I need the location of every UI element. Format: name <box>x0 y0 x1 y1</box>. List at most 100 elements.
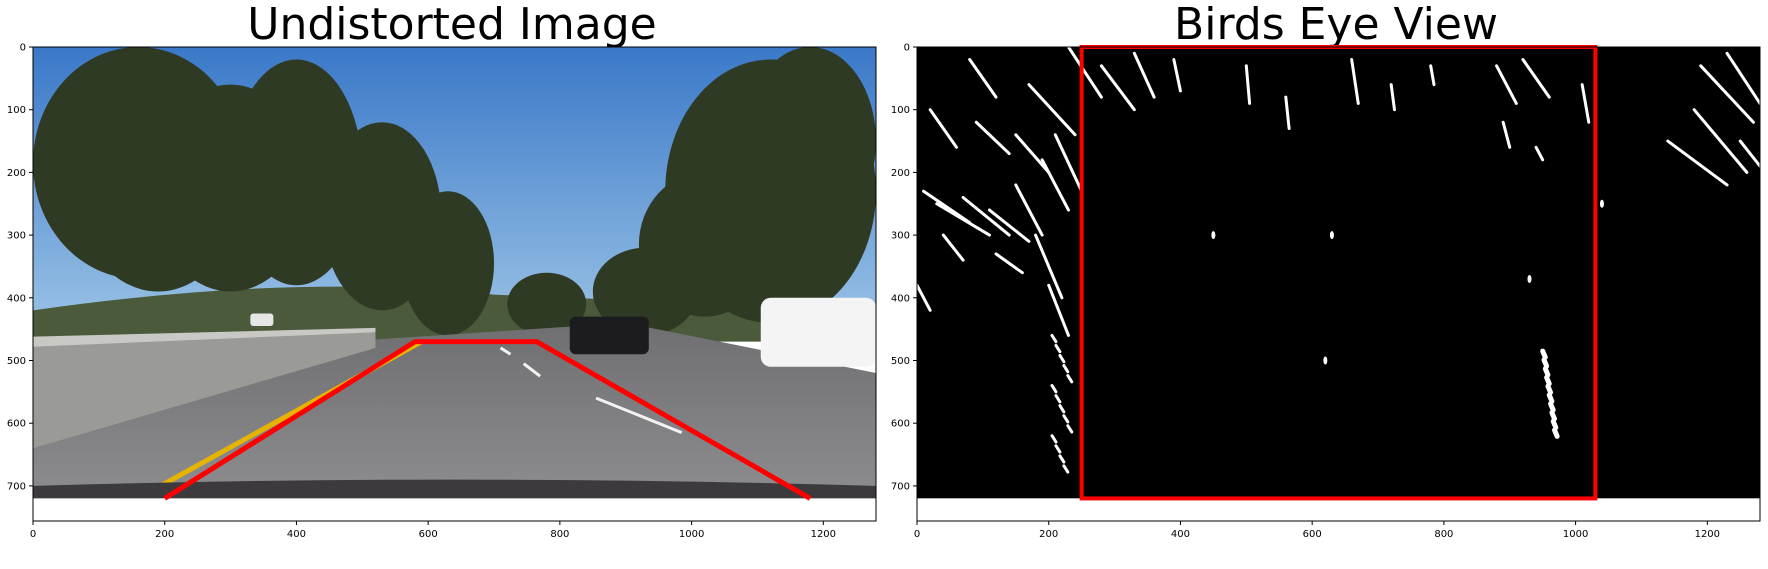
binary-streak <box>1014 183 1044 237</box>
binary-streak <box>1580 83 1591 124</box>
binary-streak <box>1429 64 1436 87</box>
binary-streak <box>968 58 998 99</box>
binary-streak <box>1501 120 1512 149</box>
chart1-ytick-label: 600 <box>891 419 910 430</box>
binary-streak <box>1054 394 1062 404</box>
binary-streak <box>974 120 1011 156</box>
binary-streak <box>1027 83 1077 137</box>
chart0-ytick-label: 0 <box>20 43 26 54</box>
white-lane-dash <box>499 346 512 356</box>
white-lane-dash <box>522 362 542 378</box>
binary-streak <box>1284 95 1291 131</box>
binary-streak <box>1542 366 1551 378</box>
binary-streak <box>941 233 965 262</box>
binary-dot <box>1527 274 1532 283</box>
binary-streak <box>1099 64 1136 112</box>
binary-streak <box>1050 434 1058 444</box>
binary-streak <box>1552 427 1560 439</box>
chart0-axes-frame <box>32 46 877 522</box>
binary-streak <box>1047 283 1070 337</box>
chart0-ytick-label: 100 <box>7 105 26 116</box>
binary-streak <box>1014 133 1051 174</box>
binary-streak <box>1066 424 1074 434</box>
binary-streak <box>1054 444 1062 454</box>
binary-streak <box>1550 418 1559 431</box>
binary-streak <box>1053 133 1084 193</box>
binary-streak <box>1521 58 1551 99</box>
binary-streak <box>1066 47 1103 99</box>
binary-dot <box>1323 356 1328 365</box>
concrete-barrier <box>33 332 376 449</box>
binary-streak <box>1666 139 1729 187</box>
chart0-ytick-label: 500 <box>7 356 26 367</box>
chart0-xtick-label: 400 <box>287 529 306 540</box>
binary-streak <box>1548 401 1556 413</box>
chart0-ytick-label: 300 <box>7 231 26 242</box>
binary-streak <box>1050 384 1058 394</box>
chart1-ytick-label: 500 <box>891 356 910 367</box>
binary-streak <box>1062 414 1070 424</box>
binary-streak <box>1062 364 1070 374</box>
binary-streak <box>1062 464 1070 474</box>
binary-streak <box>1495 64 1518 105</box>
binary-streak <box>917 283 932 312</box>
binary-streak <box>1066 374 1074 384</box>
binary-streak <box>1050 333 1058 344</box>
road-scene-image <box>33 47 876 499</box>
birds-eye-panel: Birds Eye View 0 200 400 600 800 1000 1200 0 100… <box>884 0 1768 569</box>
undistorted-chart: 0 200 400 600 800 1000 1200 0 100 200 300 400 500 600… <box>7 43 877 540</box>
binary-dot <box>1599 199 1604 208</box>
tree-foliage <box>744 47 876 236</box>
white-lane-dash <box>595 396 683 434</box>
chart0-xtick-label: 1200 <box>811 529 836 540</box>
binary-streak <box>1534 145 1545 162</box>
chart1-ytick-label: 700 <box>891 481 910 492</box>
binary-streak <box>1544 374 1552 387</box>
binary-streak <box>1692 108 1749 174</box>
binary-streak <box>1058 454 1066 464</box>
binary-streak <box>1034 233 1064 300</box>
chart1-xtick-label: 800 <box>1434 529 1453 540</box>
binary-streak <box>1172 58 1182 93</box>
binary-streak <box>1058 353 1066 364</box>
binary-streak <box>1699 64 1755 124</box>
chart0-xtick-label: 600 <box>419 529 438 540</box>
guard-rail <box>33 327 376 347</box>
chart0-xtick-label: 0 <box>30 529 36 540</box>
binary-streak <box>1738 139 1760 168</box>
chart0-ytick-label: 600 <box>7 419 26 430</box>
binary-streak <box>935 202 991 237</box>
birds-eye-title: Birds Eye View <box>1174 0 1498 50</box>
birds-eye-image <box>917 47 1760 499</box>
chart0-xtick-label: 800 <box>550 529 569 540</box>
binary-dot <box>1329 231 1334 240</box>
distant-car <box>250 313 274 327</box>
chart1-xtick-label: 0 <box>914 529 920 540</box>
binary-streak <box>1541 357 1550 369</box>
undistorted-panel: Undistorted Image 0 200 400 600 800 1000 1200 0… <box>7 0 877 540</box>
chart1-ytick-label: 200 <box>891 168 910 179</box>
binary-streak <box>1540 348 1548 360</box>
binary-streak <box>1546 392 1555 404</box>
binary-streak <box>1040 158 1070 212</box>
chart1-axes-frame <box>916 46 1761 522</box>
road-surface <box>33 322 876 499</box>
tree-foliage <box>401 191 495 336</box>
undistorted-title: Undistorted Image <box>247 0 657 50</box>
binary-streak <box>1389 83 1396 112</box>
chart0-ytick-label: 700 <box>7 481 26 492</box>
dark-car <box>569 316 649 355</box>
binary-streak <box>928 108 959 149</box>
binary-streak <box>1549 410 1558 422</box>
binary-streak <box>994 252 1024 275</box>
chart1-ytick-label: 100 <box>891 105 910 116</box>
chart1-ytick-label: 300 <box>891 231 910 242</box>
chart0-xtick-label: 1000 <box>679 529 704 540</box>
binary-streak <box>1545 383 1554 395</box>
binary-streak <box>1132 51 1156 99</box>
binary-streak <box>987 208 1031 243</box>
chart0-xtick-label: 200 <box>155 529 174 540</box>
tree-foliage <box>592 247 699 336</box>
chart0-ytick-label: 400 <box>7 293 26 304</box>
chart1-xtick-label: 400 <box>1171 529 1190 540</box>
